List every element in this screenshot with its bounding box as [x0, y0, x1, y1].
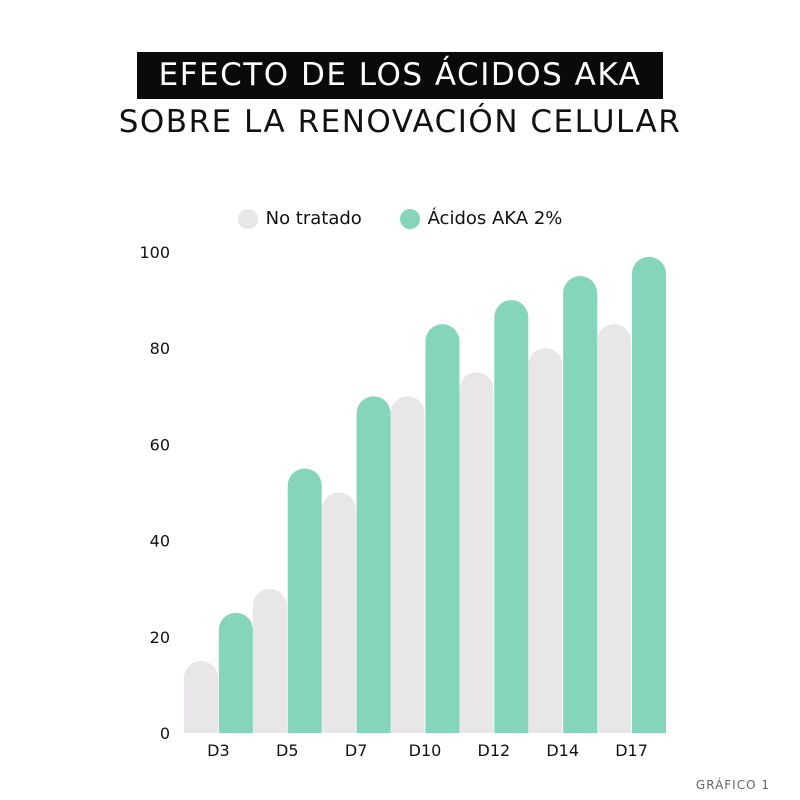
bar-acidos-d10 [425, 324, 460, 733]
x-tick-label: D10 [409, 741, 442, 760]
legend-swatch-acidos [399, 208, 420, 229]
bar-acidos-d17 [632, 256, 666, 733]
bar-acidos-d14 [563, 276, 598, 733]
legend-label-acidos: Ácidos AKA 2% [427, 208, 563, 229]
x-tick-label: D17 [615, 741, 648, 760]
bar-no-tratado-d10 [390, 396, 425, 733]
y-tick-label: 100 [139, 243, 170, 262]
bar-no-tratado-d17 [597, 324, 632, 733]
title-line-1: EFECTO DE LOS ÁCIDOS AKA [136, 52, 664, 99]
y-tick-label: 0 [160, 724, 170, 743]
x-tick-label: D7 [345, 741, 368, 760]
chart-title: EFECTO DE LOS ÁCIDOS AKA SOBRE LA RENOVA… [0, 52, 800, 141]
title-line-2: SOBRE LA RENOVACIÓN CELULAR [118, 104, 682, 140]
y-tick-label: 40 [150, 532, 170, 551]
legend-item-acidos: Ácidos AKA 2% [399, 208, 563, 229]
y-tick-label: 20 [150, 628, 170, 647]
legend-item-no-tratado: No tratado [237, 208, 362, 229]
legend-label-no-tratado: No tratado [265, 208, 362, 229]
bar-acidos-d12 [494, 300, 529, 733]
x-tick-label: D12 [478, 741, 511, 760]
bar-acidos-d3 [218, 612, 253, 733]
bar-acidos-d5 [287, 468, 322, 733]
legend: No tratado Ácidos AKA 2% [0, 208, 800, 234]
bar-no-tratado-d12 [459, 372, 494, 733]
y-tick-label: 80 [150, 339, 170, 358]
x-tick-label: D3 [207, 741, 230, 760]
bar-no-tratado-d5 [252, 588, 287, 733]
bar-no-tratado-d14 [528, 348, 563, 733]
figure-label: GRÁFICO 1 [695, 778, 770, 792]
bar-no-tratado-d3 [184, 660, 218, 733]
x-tick-label: D14 [546, 741, 579, 760]
legend-swatch-no-tratado [237, 208, 258, 229]
bar-acidos-d7 [356, 396, 391, 733]
y-tick-label: 60 [150, 435, 170, 454]
bar-no-tratado-d7 [321, 492, 356, 733]
x-tick-label: D5 [276, 741, 299, 760]
